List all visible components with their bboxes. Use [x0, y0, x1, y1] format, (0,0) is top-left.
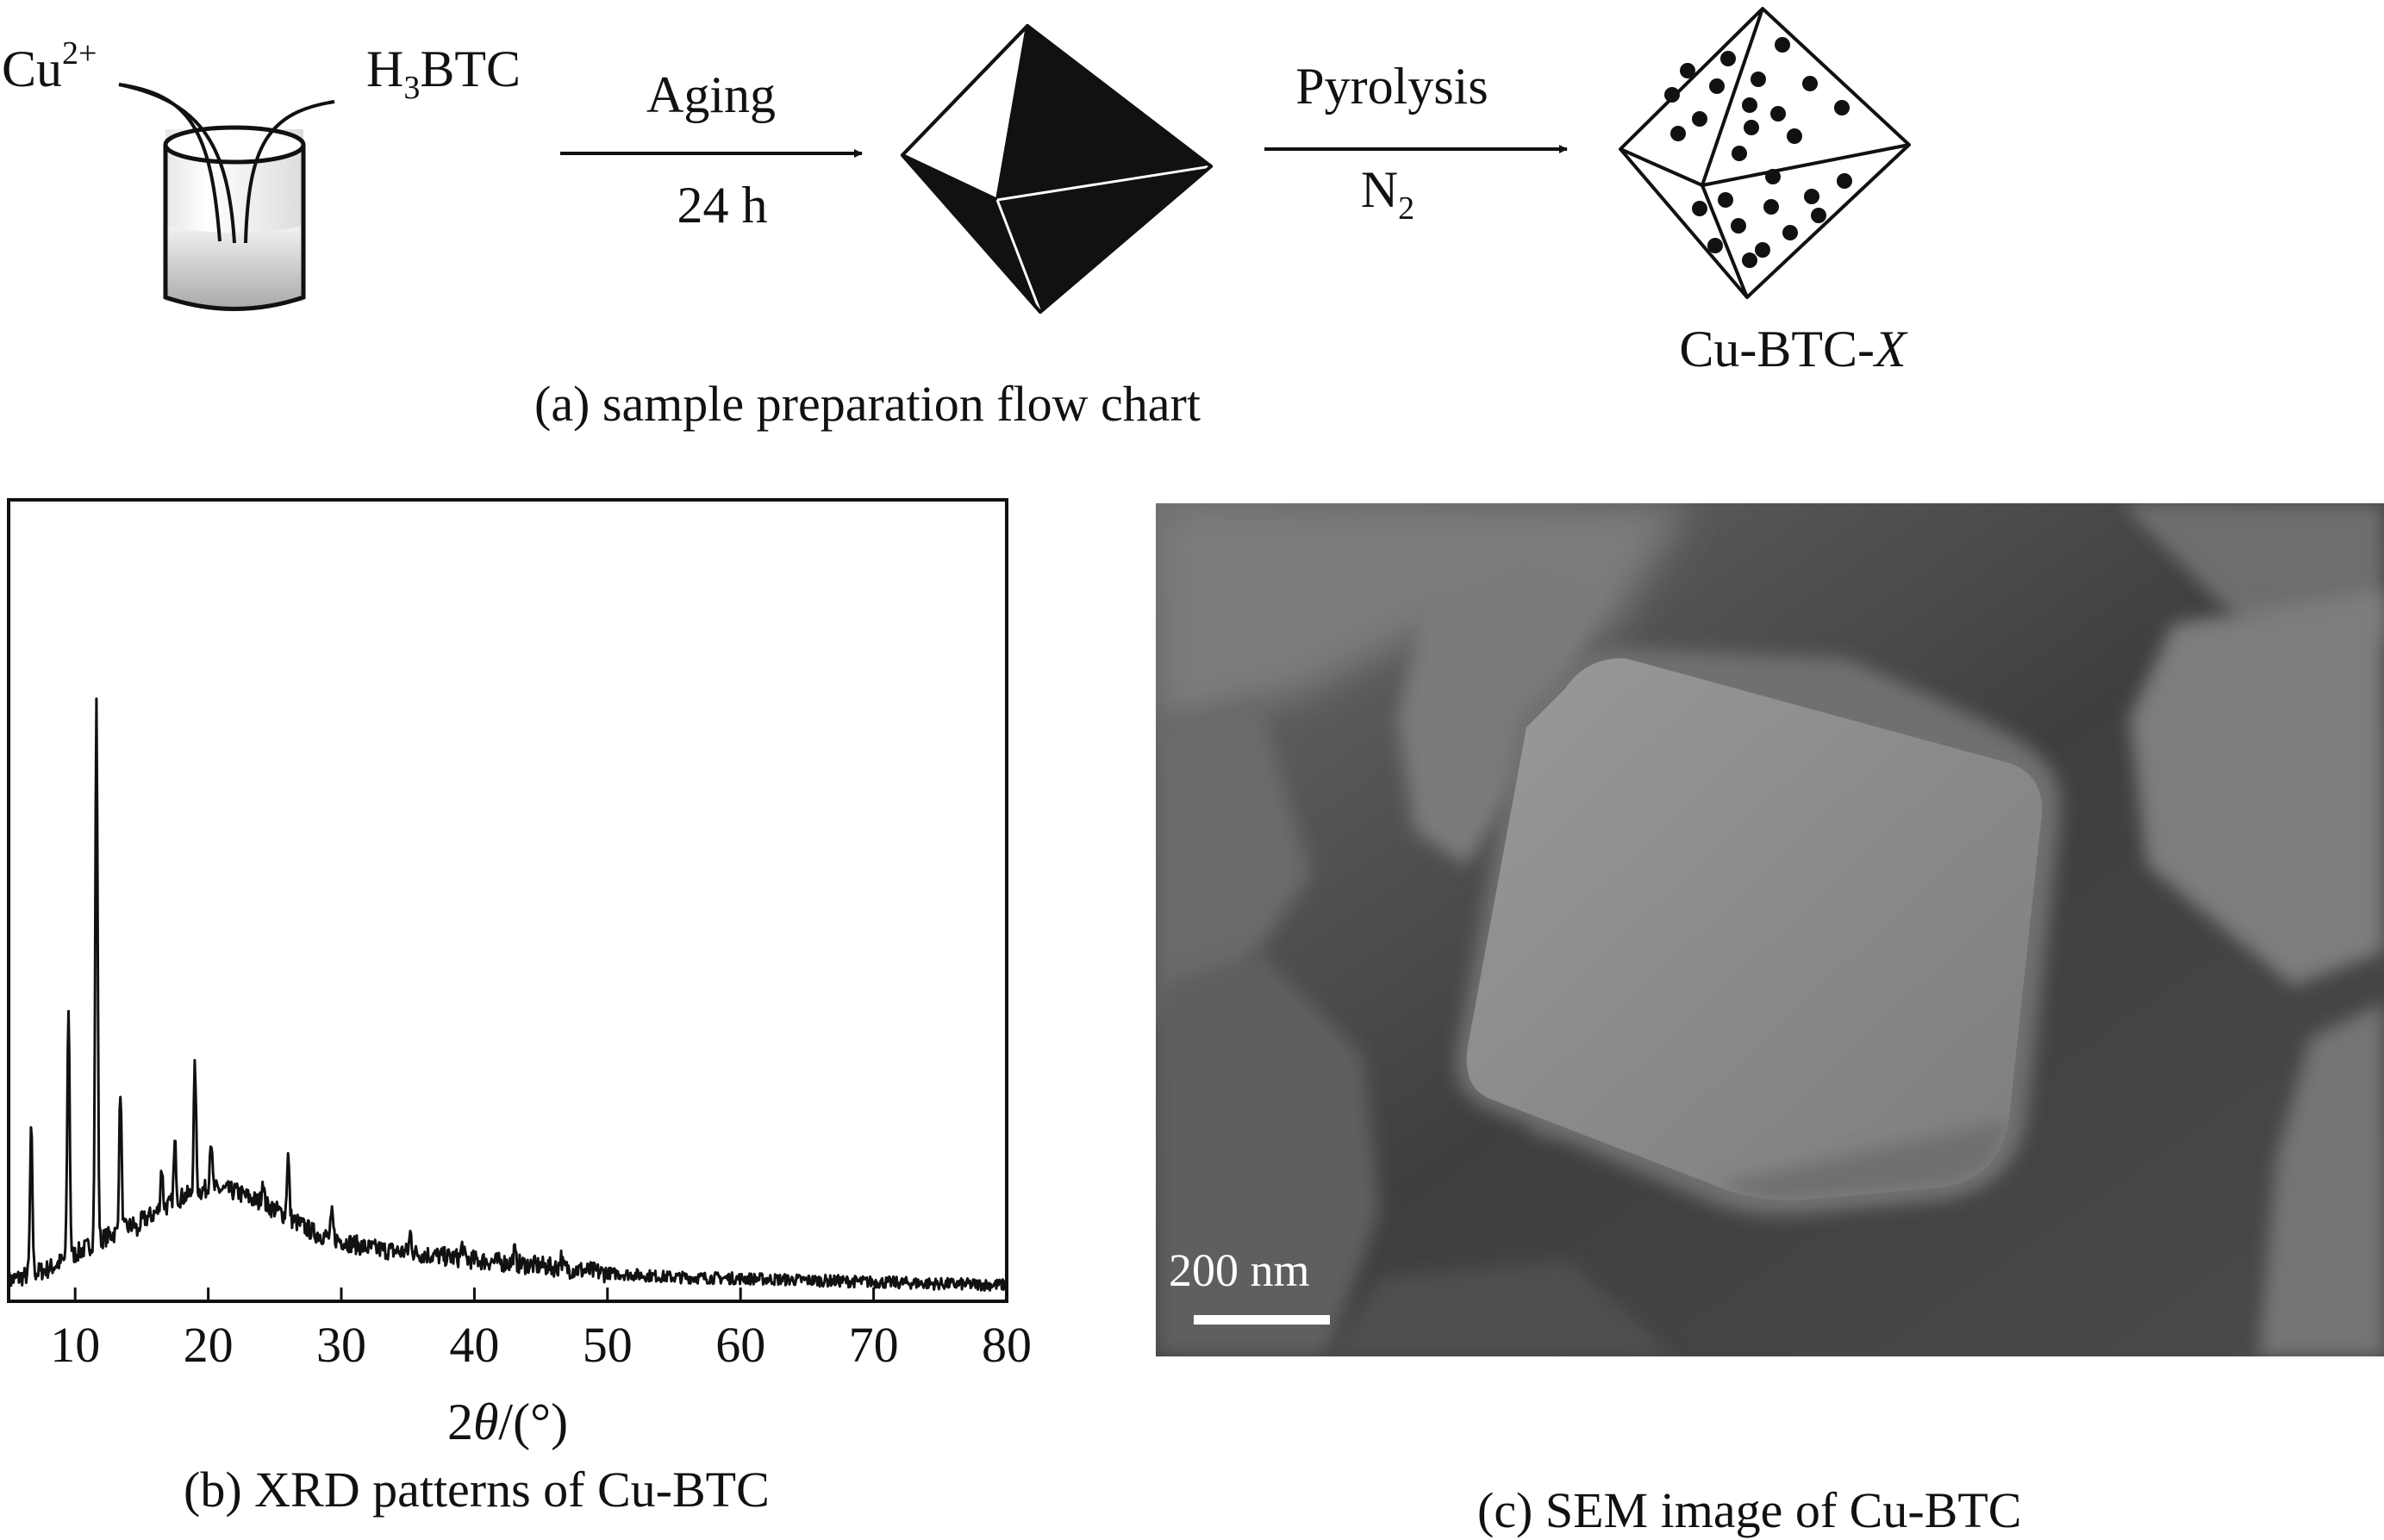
- x-tick-labels: 10 20 30 40 50 60 70 80: [50, 1317, 1032, 1373]
- pore-dots: [1664, 37, 1852, 268]
- reactant-h3btc: H3BTC: [366, 41, 521, 106]
- porous-octahedron: [1619, 7, 1911, 299]
- caption-flow-chart: (a) sample preparation flow chart: [534, 376, 1201, 432]
- xrd-chart: 10 20 30 40 50 60 70 80 2θ/(°): [7, 498, 1032, 1450]
- caption-xrd: (b) XRD patterns of Cu-BTC: [184, 1462, 770, 1518]
- aging-label: Aging: [646, 66, 776, 123]
- x-ticks: [73, 1287, 1008, 1301]
- scale-bar: [1194, 1315, 1330, 1325]
- x-tick-label: 20: [184, 1317, 234, 1373]
- flow-chart: Cu2+ H3BTC Aging 24 h Pyrolysis N2: [2, 7, 1911, 377]
- reactant-cu: Cu2+: [2, 35, 97, 97]
- x-tick-label: 60: [715, 1317, 765, 1373]
- x-tick-label: 80: [982, 1317, 1032, 1373]
- plot-frame: [7, 498, 1008, 1303]
- x-axis-label: 2θ/(°): [447, 1393, 568, 1450]
- octahedron-crystal: [901, 24, 1213, 314]
- x-tick-label: 10: [50, 1317, 100, 1373]
- n2-label: N2: [1361, 161, 1414, 227]
- x-tick-label: 30: [316, 1317, 366, 1373]
- product-label: Cu-BTC-X: [1679, 321, 1908, 377]
- x-tick-label: 50: [583, 1317, 633, 1373]
- beaker: [118, 83, 335, 311]
- sem-image: 200 nm: [1156, 503, 2384, 1356]
- x-tick-label: 70: [849, 1317, 899, 1373]
- crystal-cube: [1456, 648, 2062, 1215]
- x-tick-label: 40: [449, 1317, 499, 1373]
- pyrolysis-label: Pyrolysis: [1295, 58, 1488, 115]
- caption-sem: (c) SEM image of Cu-BTC: [1477, 1482, 2022, 1538]
- xrd-pattern-line: [7, 697, 1008, 1292]
- scale-bar-label: 200 nm: [1169, 1244, 1310, 1296]
- aging-time-label: 24 h: [677, 177, 768, 234]
